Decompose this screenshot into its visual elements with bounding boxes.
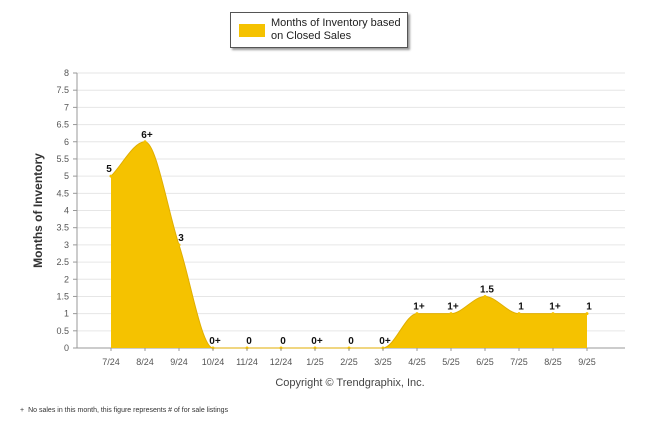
data-label: 1 xyxy=(586,302,592,313)
data-point xyxy=(483,294,487,298)
series-area xyxy=(111,141,587,348)
footnote-mark: + xyxy=(20,407,25,414)
data-point xyxy=(177,243,181,247)
y-tick-label: 0 xyxy=(64,343,69,353)
y-tick-label: 6 xyxy=(64,137,69,147)
legend-label: Months of Inventory based on Closed Sale… xyxy=(271,17,401,42)
data-label: 1+ xyxy=(447,302,459,313)
data-label: 5 xyxy=(106,164,112,175)
data-label: 6+ xyxy=(141,130,153,141)
legend-swatch xyxy=(239,24,265,37)
data-label: 1.5 xyxy=(480,284,494,295)
data-label: 0+ xyxy=(379,336,391,347)
copyright-text: Copyright © Trendgraphix, Inc. xyxy=(275,377,425,389)
x-tick-label: 5/25 xyxy=(442,357,460,367)
x-tick-label: 10/24 xyxy=(202,357,225,367)
data-point xyxy=(109,174,113,178)
y-tick-label: 6.5 xyxy=(56,120,69,130)
x-tick-label: 7/24 xyxy=(102,357,120,367)
x-tick-label: 6/25 xyxy=(476,357,494,367)
footnote: + No sales in this month, this figure rep… xyxy=(20,407,228,414)
y-tick-label: 5 xyxy=(64,171,69,181)
y-tick-label: 5.5 xyxy=(56,154,69,164)
y-tick-label: 0.5 xyxy=(56,326,69,336)
x-tick-label: 3/25 xyxy=(374,357,392,367)
data-label: 0 xyxy=(246,336,252,347)
x-tick-label: 9/25 xyxy=(578,357,596,367)
data-label: 1+ xyxy=(549,302,561,313)
x-tick-label: 1/25 xyxy=(306,357,324,367)
y-axis-title: Months of Inventory xyxy=(31,153,45,268)
y-tick-label: 7.5 xyxy=(56,85,69,95)
x-tick-label: 8/24 xyxy=(136,357,154,367)
x-tick-label: 7/25 xyxy=(510,357,528,367)
data-label: 3 xyxy=(178,233,184,244)
data-label: 1+ xyxy=(413,302,425,313)
x-tick-label: 4/25 xyxy=(408,357,426,367)
y-tick-label: 1.5 xyxy=(56,291,69,301)
data-label: 0+ xyxy=(311,336,323,347)
x-tick-label: 2/25 xyxy=(340,357,358,367)
data-label: 1 xyxy=(518,302,524,313)
data-point xyxy=(415,312,419,316)
y-tick-label: 8 xyxy=(64,68,69,78)
x-tick-label: 8/25 xyxy=(544,357,562,367)
y-tick-label: 4 xyxy=(64,206,69,216)
y-tick-label: 7 xyxy=(64,102,69,112)
y-tick-label: 1 xyxy=(64,309,69,319)
series-line xyxy=(110,141,587,349)
y-tick-label: 3 xyxy=(64,240,69,250)
chart-legend: Months of Inventory based on Closed Sale… xyxy=(230,12,408,48)
data-point xyxy=(143,140,147,144)
y-tick-label: 2.5 xyxy=(56,257,69,267)
y-tick-label: 3.5 xyxy=(56,223,69,233)
data-label: 0 xyxy=(280,336,286,347)
data-label: 0 xyxy=(348,336,354,347)
data-point xyxy=(449,312,453,316)
y-tick-label: 2 xyxy=(64,274,69,284)
data-point xyxy=(585,312,589,316)
x-tick-label: 12/24 xyxy=(270,357,293,367)
y-tick-label: 4.5 xyxy=(56,188,69,198)
x-tick-label: 9/24 xyxy=(170,357,188,367)
footnote-text: No sales in this month, this figure repr… xyxy=(28,407,229,414)
data-label: 0+ xyxy=(209,336,221,347)
x-tick-label: 11/24 xyxy=(236,357,258,367)
data-point xyxy=(551,312,555,316)
data-point xyxy=(517,312,521,316)
